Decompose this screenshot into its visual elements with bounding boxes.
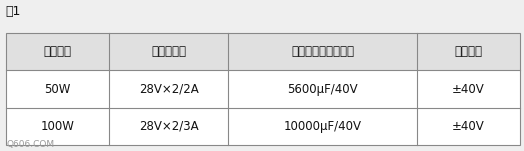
Text: 滤波电容（最小值）: 滤波电容（最小值） (291, 45, 354, 58)
Bar (109, 71, 228, 108)
Text: ±40V: ±40V (452, 120, 485, 133)
Text: 50W: 50W (45, 83, 71, 96)
Text: ±40V: ±40V (452, 83, 485, 96)
Text: 10000μF/40V: 10000μF/40V (283, 120, 362, 133)
Text: 表1: 表1 (5, 5, 20, 18)
Bar (417, 108, 520, 145)
Bar (417, 33, 520, 71)
Text: 28V×2/2A: 28V×2/2A (139, 83, 199, 96)
Text: 额定功率: 额定功率 (43, 45, 72, 58)
Bar (6, 71, 109, 108)
Bar (228, 108, 417, 145)
Bar (109, 33, 228, 71)
Bar (6, 108, 109, 145)
Text: 变压器功率: 变压器功率 (151, 45, 186, 58)
Bar (6, 33, 109, 71)
Bar (228, 71, 417, 108)
Text: 5600μF/40V: 5600μF/40V (288, 83, 358, 96)
Text: Q606.COM: Q606.COM (6, 140, 54, 149)
Text: 28V×2/3A: 28V×2/3A (139, 120, 199, 133)
Bar (228, 33, 417, 71)
Bar (6, 33, 520, 145)
Bar (109, 108, 228, 145)
Text: 100W: 100W (41, 120, 74, 133)
Bar (417, 71, 520, 108)
Text: 空载电压: 空载电压 (454, 45, 483, 58)
